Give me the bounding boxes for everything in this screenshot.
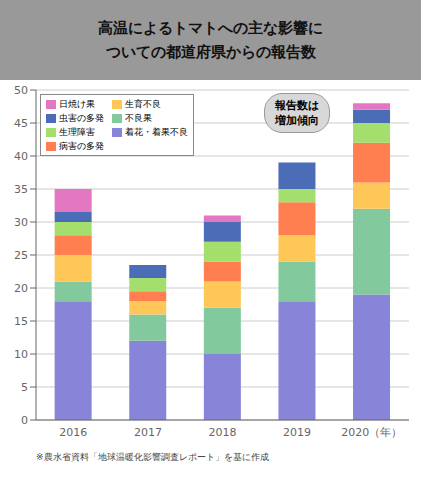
svg-text:15: 15 — [14, 315, 28, 328]
svg-text:5: 5 — [21, 381, 28, 394]
svg-text:45: 45 — [14, 117, 28, 130]
svg-text:0: 0 — [21, 414, 28, 427]
html-text:※農水省資料「地球温暖化影響調査レポート」を基に作成: ※農水省資料「地球温暖化影響調査レポート」を基に作成 — [36, 452, 269, 462]
svg-text:2018: 2018 — [209, 426, 237, 439]
html-text:病害の多発: 病害の多発 — [59, 141, 104, 151]
svg-text:2016: 2016 — [59, 426, 87, 439]
svg-text:40: 40 — [14, 150, 28, 163]
svg-text:2017: 2017 — [134, 426, 162, 439]
html-text:報告数は 増加傾向: 報告数は 増加傾向 — [275, 99, 320, 128]
html-text:虫害の多発: 虫害の多発 — [59, 113, 104, 123]
html-text:生理障害: 生理障害 — [59, 127, 95, 137]
svg-text:50: 50 — [14, 84, 28, 97]
html-text:着花・着果不良: 着花・着果不良 — [125, 127, 188, 137]
svg-text:25: 25 — [14, 249, 28, 262]
svg-text:2019: 2019 — [283, 426, 311, 439]
svg-text:20: 20 — [14, 282, 28, 295]
svg-text:35: 35 — [14, 183, 28, 196]
html-text:生育不良: 生育不良 — [125, 99, 161, 109]
svg-text:30: 30 — [14, 216, 28, 229]
svg-text:2020（年）: 2020（年） — [341, 426, 402, 439]
svg-text:10: 10 — [14, 348, 28, 361]
html-text:日焼け果: 日焼け果 — [59, 99, 95, 109]
html-text:高温によるトマトへの主な影響に ついての都道府県からの報告数: 高温によるトマトへの主な影響に ついての都道府県からの報告数 — [98, 19, 323, 61]
html-text:不良果: 不良果 — [125, 113, 152, 123]
